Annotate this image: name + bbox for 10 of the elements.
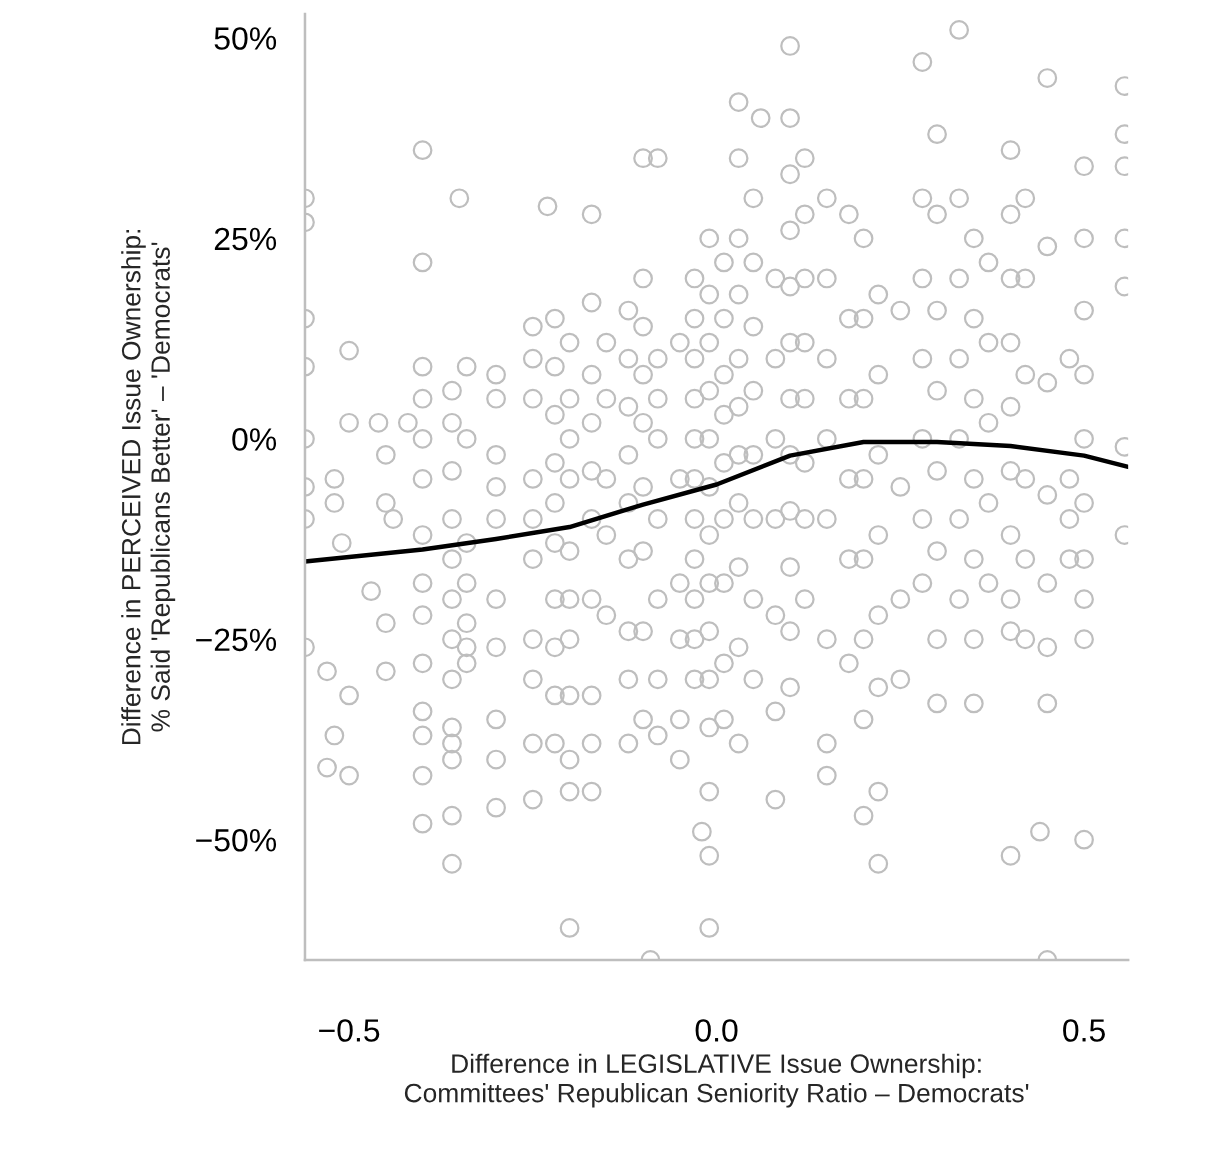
x-tick-label: 0.5 [1063, 1019, 1105, 1042]
y-tick-label: 50% [214, 27, 277, 50]
y-tick-label: −50% [196, 828, 277, 852]
y-axis-title: Difference in PERCEIVED Issue Ownership: % Said 'Republicans Better' – 'Democrats' [121, 229, 176, 745]
x-tick-label: −0.5 [319, 1019, 380, 1042]
y-tick-label: −25% [196, 628, 277, 652]
x-axis-title: Difference in LEGISLATIVE Issue Ownership: Committees' Republican Seniority Ratio – Democrats' [404, 1053, 1029, 1108]
y-tick-label: 0% [232, 428, 277, 451]
y-tick-label: 25% [214, 227, 277, 251]
x-tick-label: 0.0 [695, 1019, 738, 1042]
